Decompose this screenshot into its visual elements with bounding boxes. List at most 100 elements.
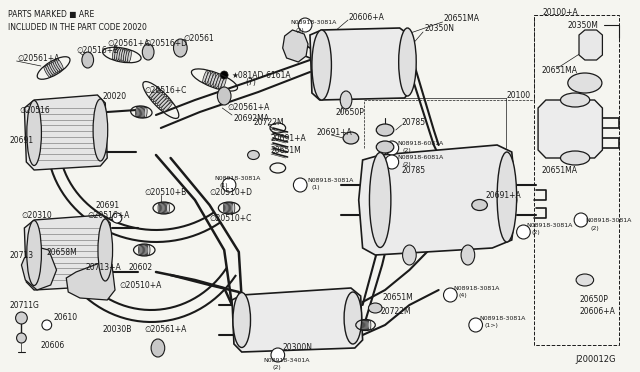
Text: 20651MA: 20651MA [444,13,479,22]
Ellipse shape [146,245,148,256]
Circle shape [15,312,28,324]
Ellipse shape [497,152,516,242]
Ellipse shape [27,221,42,285]
Text: (2): (2) [591,225,600,231]
Polygon shape [358,145,516,255]
Text: 20713: 20713 [10,250,34,260]
Text: J200012G: J200012G [575,355,616,364]
Text: 20785: 20785 [402,118,426,126]
Circle shape [469,318,483,332]
Circle shape [112,213,122,223]
Ellipse shape [221,77,227,90]
Text: N08918-3401A: N08918-3401A [263,357,310,362]
Ellipse shape [47,64,54,75]
Circle shape [220,71,228,79]
Ellipse shape [213,74,218,87]
Ellipse shape [211,73,216,86]
Ellipse shape [376,124,394,136]
Ellipse shape [143,107,146,118]
Ellipse shape [145,245,148,256]
Ellipse shape [53,61,60,72]
Polygon shape [538,100,602,158]
Ellipse shape [163,102,173,112]
Polygon shape [67,262,115,300]
Text: N08918-3081A: N08918-3081A [479,315,526,321]
Ellipse shape [138,245,141,256]
Text: (2): (2) [403,161,412,167]
Text: 20350M: 20350M [567,20,598,29]
Text: 20658M: 20658M [47,247,77,257]
Ellipse shape [142,44,154,60]
Ellipse shape [157,96,166,106]
Text: N08918-3081A: N08918-3081A [586,218,632,222]
Ellipse shape [230,203,234,214]
Ellipse shape [228,203,231,214]
Circle shape [222,178,236,192]
Text: ∅20516+A: ∅20516+A [88,211,130,219]
Text: 20350N: 20350N [424,23,454,32]
Text: (1): (1) [312,185,321,189]
Text: 20300N: 20300N [283,343,313,353]
Ellipse shape [98,219,113,281]
Polygon shape [24,215,112,290]
Text: 20650P: 20650P [335,108,364,116]
Text: 20030B: 20030B [102,326,132,334]
Ellipse shape [115,48,118,60]
Ellipse shape [136,106,139,117]
Text: 20691+A: 20691+A [317,128,353,137]
Ellipse shape [151,339,164,357]
Ellipse shape [403,245,416,265]
Text: 20651MA: 20651MA [542,166,578,174]
Ellipse shape [143,245,147,256]
Ellipse shape [248,151,259,160]
Ellipse shape [340,91,352,109]
Text: N08918-3081A: N08918-3081A [291,19,337,25]
Text: ★081AD-6161A: ★081AD-6161A [232,71,292,80]
Text: ∅20561+A: ∅20561+A [108,38,150,48]
Ellipse shape [344,292,362,344]
Ellipse shape [163,203,166,214]
Text: (2): (2) [531,230,540,234]
Text: 20691: 20691 [10,135,34,144]
Polygon shape [232,288,363,352]
Text: 20602: 20602 [129,263,153,273]
Ellipse shape [162,203,164,214]
Text: N08918-6081A: N08918-6081A [397,141,444,145]
Ellipse shape [140,245,143,256]
Text: N08918-3081A: N08918-3081A [214,176,261,180]
Polygon shape [310,28,412,100]
Ellipse shape [376,141,394,153]
Ellipse shape [121,49,125,61]
Text: 20606+A: 20606+A [349,13,385,22]
Text: (1): (1) [220,183,228,187]
Ellipse shape [367,320,370,330]
Ellipse shape [472,199,488,211]
Text: (2): (2) [295,28,304,32]
Polygon shape [579,30,602,60]
Ellipse shape [153,92,163,102]
Ellipse shape [138,106,141,117]
Ellipse shape [576,274,594,286]
Circle shape [42,320,52,330]
Text: PARTS MARKED ■ ARE
INCLUDED IN THE PART CODE 20020: PARTS MARKED ■ ARE INCLUDED IN THE PART … [8,10,147,32]
Polygon shape [22,248,56,290]
Bar [534,15,619,345]
Text: ∅20561+A: ∅20561+A [227,103,269,112]
Text: ∅20510+D: ∅20510+D [209,187,253,196]
Text: ∅20510+A: ∅20510+A [119,280,161,289]
Ellipse shape [141,107,145,118]
Ellipse shape [166,203,170,214]
Ellipse shape [399,28,416,96]
Text: ∅20510+B: ∅20510+B [144,187,186,196]
Text: 20606+A: 20606+A [580,308,616,317]
Text: ∅20516+C: ∅20516+C [144,86,187,94]
Text: 20691: 20691 [95,201,120,209]
Circle shape [271,348,285,362]
Circle shape [385,141,399,155]
Circle shape [385,155,399,169]
Ellipse shape [218,87,231,105]
Ellipse shape [225,203,227,214]
Text: (2): (2) [403,148,412,153]
Text: 20100: 20100 [507,90,531,99]
Text: ∅20516+B: ∅20516+B [76,45,118,55]
